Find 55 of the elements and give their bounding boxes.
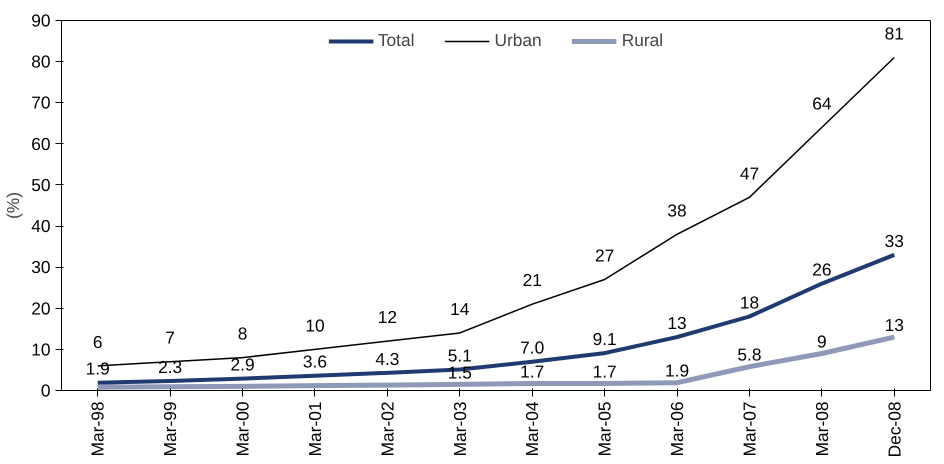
y-tick-label: 80 <box>31 52 51 72</box>
x-tick-label: Mar-02 <box>377 401 398 456</box>
data-label: 4.3 <box>375 348 400 369</box>
x-tick-label: Mar-01 <box>304 401 325 456</box>
y-tick-label: 90 <box>31 10 51 30</box>
data-label: 21 <box>522 270 542 290</box>
x-tick-label: Dec-08 <box>884 401 904 458</box>
y-tick-label: 60 <box>31 134 51 154</box>
data-label: 1.7 <box>520 362 544 382</box>
data-label: 10 <box>305 315 325 336</box>
data-label: 14 <box>450 298 470 319</box>
x-tick-label: Mar-08 <box>812 401 832 456</box>
x-tick-label: Mar-99 <box>160 401 180 456</box>
data-label: 33 <box>884 230 904 251</box>
x-tick-label: Mar-03 <box>450 401 470 456</box>
data-label: 3.6 <box>302 352 328 372</box>
data-label: 2.9 <box>230 354 255 375</box>
data-label: 7 <box>165 328 175 348</box>
x-tick-label: Mar-05 <box>594 401 615 456</box>
y-tick-label: 0 <box>40 380 51 400</box>
data-label: 26 <box>812 260 832 280</box>
data-label: 6 <box>92 332 103 352</box>
data-label: 1.7 <box>592 362 617 382</box>
y-tick-label: 50 <box>31 174 51 195</box>
y-tick-label: 40 <box>31 216 51 236</box>
legend-label: Urban <box>494 30 542 51</box>
data-label: 9 <box>817 332 827 352</box>
data-label: 1.9 <box>86 358 110 379</box>
data-label: 9.1 <box>592 329 617 350</box>
y-axis-title: (%) <box>3 192 24 219</box>
data-label: 27 <box>594 246 614 266</box>
y-tick-label: 10 <box>31 339 51 360</box>
data-label: 47 <box>740 163 760 184</box>
y-tick-label: 70 <box>31 92 51 113</box>
data-label: 13 <box>667 313 687 334</box>
data-label: 7.0 <box>520 338 544 358</box>
legend-label: Total <box>378 30 414 51</box>
data-label: 13 <box>884 315 904 336</box>
data-label: 38 <box>667 200 687 220</box>
data-label: 5.1 <box>448 346 472 366</box>
x-tick-label: Mar-06 <box>667 401 688 456</box>
x-tick-label: Mar-00 <box>232 401 253 456</box>
data-label: 12 <box>378 307 398 328</box>
data-label: 8 <box>238 324 248 344</box>
legend-label: Rural <box>622 30 664 51</box>
data-label: 81 <box>884 24 904 44</box>
y-tick-label: 30 <box>31 257 51 278</box>
data-label: 18 <box>740 292 760 312</box>
data-label: 64 <box>812 93 832 114</box>
data-label: 1.9 <box>664 360 690 381</box>
x-tick-label: Mar-07 <box>739 401 760 456</box>
data-label: 5.8 <box>737 344 762 365</box>
x-tick-label: Mar-04 <box>522 401 542 456</box>
x-tick-label: Mar-98 <box>88 401 108 456</box>
y-tick-label: 20 <box>31 298 51 318</box>
